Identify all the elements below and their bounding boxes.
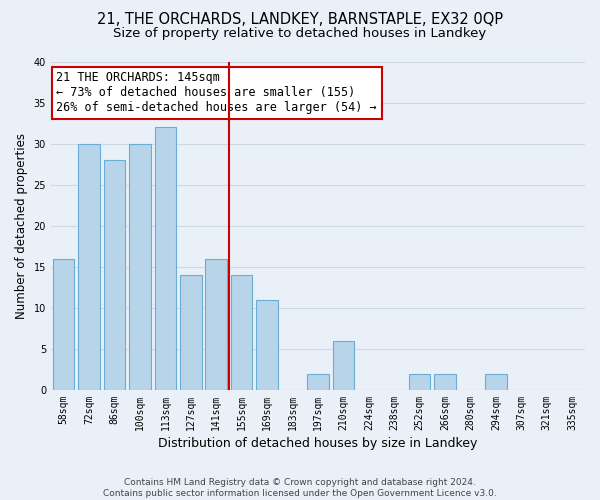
- Bar: [180, 275, 202, 390]
- Y-axis label: Number of detached properties: Number of detached properties: [15, 132, 28, 318]
- Text: Size of property relative to detached houses in Landkey: Size of property relative to detached ho…: [113, 28, 487, 40]
- Bar: [434, 374, 456, 390]
- Bar: [231, 275, 253, 390]
- Bar: [256, 300, 278, 390]
- Text: 21, THE ORCHARDS, LANDKEY, BARNSTAPLE, EX32 0QP: 21, THE ORCHARDS, LANDKEY, BARNSTAPLE, E…: [97, 12, 503, 28]
- Text: Contains HM Land Registry data © Crown copyright and database right 2024.
Contai: Contains HM Land Registry data © Crown c…: [103, 478, 497, 498]
- Bar: [409, 374, 430, 390]
- Bar: [104, 160, 125, 390]
- Bar: [129, 144, 151, 390]
- Bar: [485, 374, 507, 390]
- Bar: [205, 258, 227, 390]
- Bar: [155, 127, 176, 390]
- X-axis label: Distribution of detached houses by size in Landkey: Distribution of detached houses by size …: [158, 437, 478, 450]
- Text: 21 THE ORCHARDS: 145sqm
← 73% of detached houses are smaller (155)
26% of semi-d: 21 THE ORCHARDS: 145sqm ← 73% of detache…: [56, 72, 377, 114]
- Bar: [332, 340, 354, 390]
- Bar: [53, 258, 74, 390]
- Bar: [78, 144, 100, 390]
- Bar: [307, 374, 329, 390]
